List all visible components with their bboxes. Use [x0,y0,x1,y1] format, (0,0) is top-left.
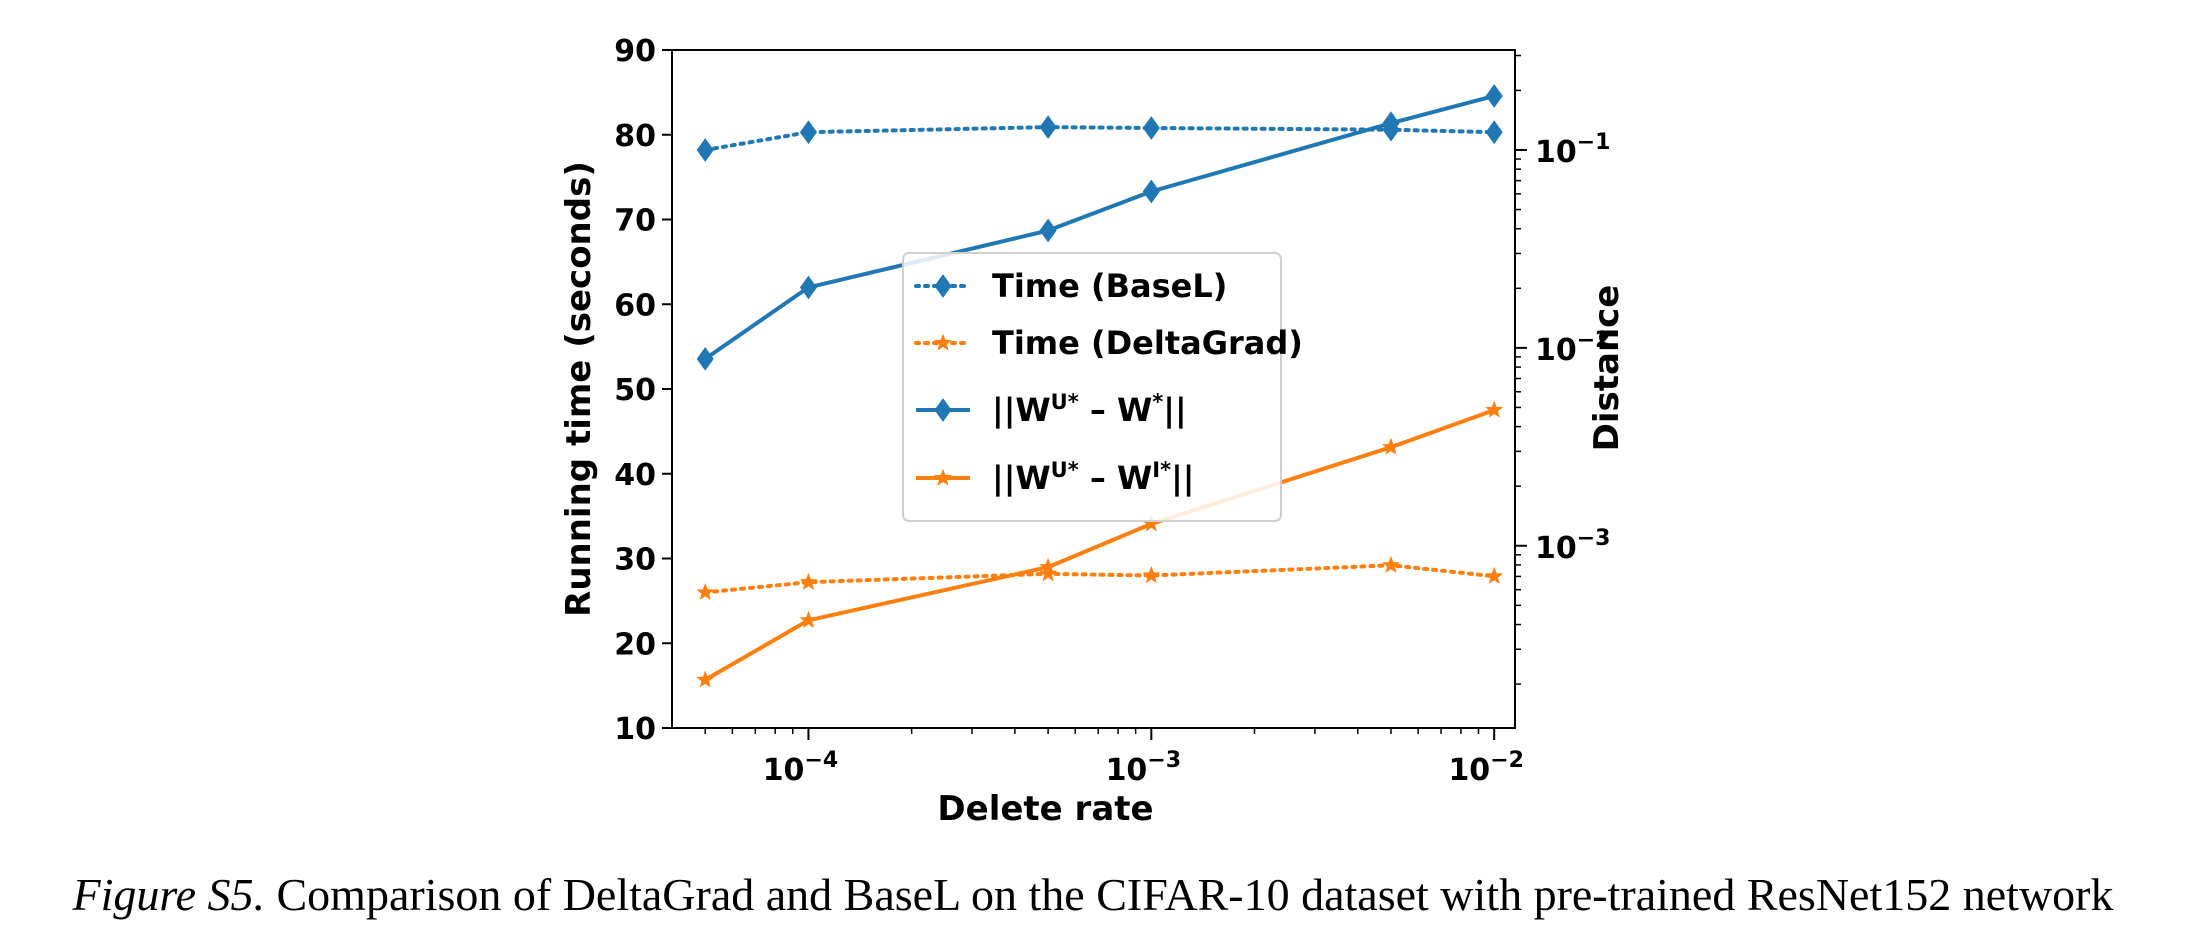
series-point-time-basel [1142,116,1160,140]
legend-swatch-marker [934,468,952,486]
legend-label: Time (BaseL) [992,267,1227,305]
legend-label: Time (DeltaGrad) [992,324,1303,362]
y-tick-label: 50 [614,373,656,408]
series-point-dist-wu-w [1382,111,1400,136]
y-tick-label: 90 [614,34,656,69]
series-point-dist-wu-wi [1381,437,1400,455]
y2-axis-label: Distance [1587,285,1627,452]
series-point-dist-wu-w [696,347,714,371]
y-tick-label: 10 [614,712,656,747]
series-point-dist-wu-wi [1485,400,1504,418]
y-tick-label: 30 [614,543,656,578]
series-point-time-deltagrad [1039,564,1058,582]
series-point-dist-wu-wi [1039,557,1058,575]
series-point-dist-wu-wi [799,610,818,628]
y-tick-label: 60 [614,288,656,323]
legend-swatch-marker [934,274,952,298]
series-point-time-basel [1039,115,1057,139]
x-tick-label: 10−2 [1448,748,1524,788]
series-point-time-basel [696,138,714,162]
y-tick-label: 40 [614,458,656,493]
series-point-dist-wu-w [1142,179,1160,204]
legend-swatch-marker [934,333,952,351]
series-line-time-deltagrad [703,563,1497,595]
caption-label: Figure S5. [72,869,266,920]
plot-area: 10 20 30 40 50 60 70 80 90 10−4 10−3 10−2 10−3 10−2 10… [559,34,1627,829]
y2-tick-label: 10−3 [1535,526,1611,566]
legend-label: ||WU* – W*|| [992,390,1187,430]
y2-tick-label: 10−2 [1535,328,1611,368]
series-point-time-deltagrad [1382,555,1400,573]
series-point-time-deltagrad [799,572,818,590]
y-tick-label: 20 [614,627,656,662]
figure-caption: Figure S5. Comparison of DeltaGrad and B… [0,868,2186,921]
series-point-time-basel [1485,120,1503,145]
y-tick-label: 80 [614,119,656,154]
series-point-dist-wu-w [799,275,817,300]
legend-swatch-marker [934,398,952,422]
series-point-dist-wu-w [1485,84,1503,108]
caption-text: Comparison of DeltaGrad and BaseL on the… [276,869,2114,920]
y-tick-label: 70 [614,204,656,239]
legend-label: ||WU* – WI*|| [992,458,1194,498]
x-tick-label: 10−4 [763,748,839,788]
x-tick-label: 10−3 [1106,748,1182,788]
series-point-time-deltagrad [1142,566,1161,584]
series-layer [696,84,1504,688]
series-line-time-basel [703,125,1497,152]
x-axis-label: Delete rate [937,789,1153,829]
series-line-dist-wu-w [704,93,1495,361]
y-axis-label: Running time (seconds) [559,161,599,617]
series-line-dist-wu-wi [704,408,1495,682]
series-point-time-deltagrad [1485,566,1504,584]
series-point-time-deltagrad [696,582,715,601]
y2-tick-label: 10−1 [1535,130,1611,170]
legend-box [902,252,1282,522]
chart: 10 20 30 40 50 60 70 80 90 10−4 10−3 10−2 10−3 10−2 10… [559,34,1627,829]
series-point-time-basel [799,120,817,145]
legend: Time (BaseL) Time (DeltaGrad) ||WU* – W*||… [902,252,1303,522]
series-point-dist-wu-w [1039,218,1057,243]
series-point-dist-wu-wi [696,670,715,688]
